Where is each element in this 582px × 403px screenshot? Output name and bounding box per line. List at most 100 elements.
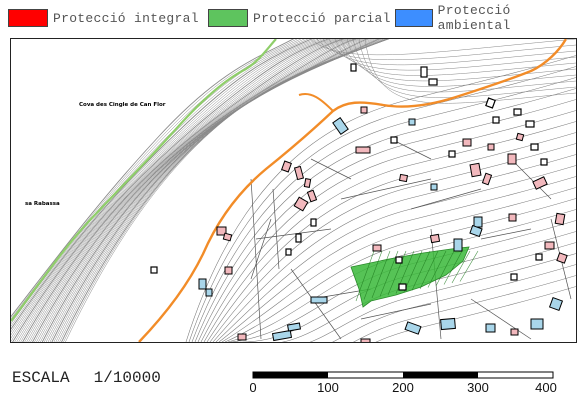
zone-hatch-line [459, 250, 479, 282]
zone-hatch-line [363, 250, 383, 300]
scale-bar: 0 100 200 300 400 [250, 371, 557, 395]
contour-line [26, 39, 349, 342]
parcel-line [272, 188, 280, 270]
parcel-line [390, 138, 432, 160]
contour-line [212, 154, 576, 342]
contour-line [203, 121, 576, 342]
building-blue [430, 183, 438, 191]
legend-item-parcial: Protecció parcial [208, 8, 391, 28]
contour-line [16, 39, 336, 342]
contour-line [200, 110, 576, 342]
building-outline [295, 233, 302, 243]
building-pink [532, 176, 548, 190]
building-pink [303, 178, 312, 188]
building-blue [530, 318, 544, 330]
contour-line [55, 39, 384, 342]
building-blue [198, 278, 207, 290]
scale-tick-200: 200 [392, 380, 414, 395]
building-pink [224, 266, 233, 275]
contour-line [249, 286, 576, 342]
contour-line [11, 39, 320, 336]
road-branch-line [298, 93, 334, 112]
building-pink [293, 196, 309, 212]
zone-hatch-line [411, 250, 431, 291]
building-blue [271, 329, 293, 342]
building-pink [487, 143, 495, 151]
parcel-line [250, 218, 272, 280]
contour-line [20, 39, 341, 342]
parcel-line [510, 158, 552, 200]
buildings-layer [150, 63, 568, 342]
legend-swatch-ambiental [395, 9, 433, 27]
contour-line [36, 39, 361, 342]
contour-line [310, 39, 576, 56]
building-pink [398, 173, 409, 183]
building-blue [453, 238, 463, 252]
map-canvas[interactable]: Cova des Cingle de Can Flor sa Rabassa [11, 39, 576, 342]
contour-line [11, 39, 326, 342]
building-blue [440, 317, 456, 331]
building-outline [395, 256, 403, 264]
scale-panel: ESCALA 1/10000 0 100 200 300 400 [0, 345, 582, 403]
contour-line [246, 275, 576, 342]
building-pink [481, 172, 493, 186]
place-label-cova: Cova des Cingle de Can Flor [79, 102, 166, 108]
building-pink [216, 226, 227, 236]
building-outline [540, 158, 548, 166]
contour-line [32, 39, 357, 342]
contour-line [14, 39, 332, 342]
zone-hatch-line [379, 250, 399, 297]
building-outline [492, 116, 500, 124]
parcel-line [480, 228, 532, 240]
building-outline [285, 248, 292, 256]
scale-bar-segment-3 [403, 372, 478, 378]
contour-line [11, 39, 316, 333]
building-pink [281, 160, 292, 173]
contour-lines [11, 39, 576, 342]
building-outline [530, 143, 539, 151]
building-pink [510, 328, 519, 336]
building-outline [398, 283, 407, 291]
contour-line [12, 39, 330, 342]
contour-line [322, 39, 576, 66]
building-pink [360, 338, 371, 342]
zone-hatch-line [387, 250, 407, 296]
contour-line [227, 209, 576, 342]
building-pink [293, 165, 305, 181]
building-outline [485, 97, 496, 109]
contour-line [57, 39, 386, 342]
building-outline [428, 78, 438, 86]
map-view[interactable]: Cova des Cingle de Can Flor sa Rabassa [10, 38, 577, 343]
legend-label-ambiental: Protecció ambiental [437, 3, 511, 33]
building-outline [390, 136, 398, 144]
contour-line [346, 39, 576, 87]
contour-line [328, 39, 576, 71]
building-blue [205, 288, 213, 297]
legend-item-ambiental: Protecció ambiental [395, 3, 582, 33]
building-outline [310, 218, 317, 227]
scale-prefix: ESCALA [12, 369, 70, 387]
building-pink [544, 241, 555, 250]
contour-line [209, 143, 576, 342]
contour-line [358, 39, 576, 98]
parcial-protection-zone[interactable] [350, 246, 470, 308]
scale-value: 1/10000 [93, 369, 161, 387]
building-blue [408, 118, 416, 126]
building-pink [469, 162, 482, 178]
legend-swatch-integral [8, 9, 48, 27]
contour-line [191, 77, 576, 342]
legend-label-integral: Protecció integral [53, 10, 199, 26]
scale-text: ESCALA 1/10000 [12, 369, 185, 387]
parcel-line [430, 228, 442, 340]
scale-tick-100: 100 [317, 380, 339, 395]
legend-item-integral: Protecció integral [8, 8, 199, 28]
contour-line [364, 39, 576, 104]
building-blue [485, 323, 496, 333]
parcel-line [470, 298, 532, 340]
building-pink [508, 213, 517, 222]
parcel-line [250, 178, 262, 340]
map-legend: Protecció integral Protecció parcial Pro… [0, 0, 582, 34]
building-pink [372, 244, 382, 252]
building-outline [525, 120, 535, 128]
building-pink [429, 233, 441, 244]
